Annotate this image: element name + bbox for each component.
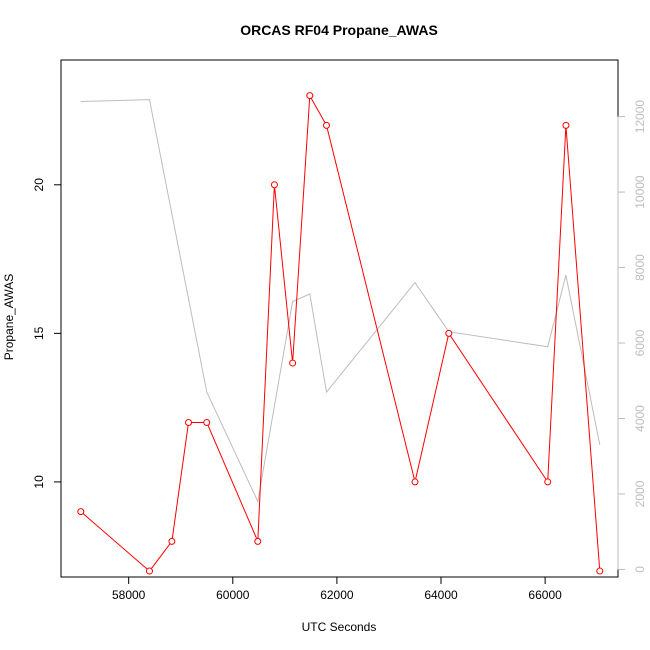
x-axis-label: UTC Seconds [302,620,377,634]
data-point [411,478,419,486]
y2-tick-label: 8000 [633,254,647,281]
data-point [289,359,297,367]
y2-tick-label: 2000 [633,480,647,507]
data-point [544,478,552,486]
data-point [168,537,176,545]
y-tick-label: 10 [32,475,46,489]
plot-frame [60,59,619,578]
x-tick-label: 58000 [112,588,146,602]
series-layer [77,92,604,575]
y2-tick-label: 12000 [633,100,647,134]
x-tick-label: 64000 [424,588,458,602]
data-point [445,329,453,337]
x-tick-label: 60000 [216,588,250,602]
data-point [562,121,570,129]
data-point [596,567,604,575]
x-tick-label: 62000 [320,588,354,602]
data-point [185,418,193,426]
secondary-series-line [80,99,601,504]
data-point [306,92,314,100]
data-point [270,181,278,189]
data-point [145,567,153,575]
data-point [254,537,262,545]
y-axis-label: Propane_AWAS [2,274,16,361]
y-tick-label: 20 [32,178,46,192]
data-point [77,508,85,516]
data-point [322,121,330,129]
y2-tick-label: 0 [633,566,647,573]
y2-tick-label: 10000 [633,175,647,209]
y-tick-label: 15 [32,326,46,340]
secondary-y-axis: 0 2000 4000 6000 8000 10000 12000 [617,100,647,573]
primary-series-line [80,93,601,572]
y-axis: 10 15 20 [32,178,62,489]
x-axis: 58000 60000 62000 64000 66000 [112,576,562,602]
y2-tick-label: 6000 [633,329,647,356]
y2-tick-label: 4000 [633,405,647,432]
chart-title: ORCAS RF04 Propane_AWAS [240,22,438,38]
data-point [203,418,211,426]
x-tick-label: 66000 [528,588,562,602]
